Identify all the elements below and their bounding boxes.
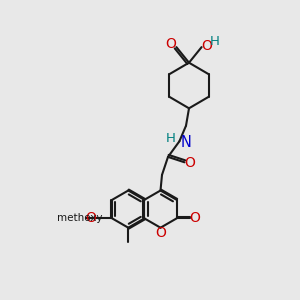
Text: methoxy: methoxy — [57, 213, 103, 223]
Text: O: O — [85, 211, 96, 225]
Text: O: O — [156, 226, 167, 240]
Text: H: H — [166, 132, 175, 146]
Text: N: N — [181, 135, 192, 150]
Text: O: O — [201, 39, 212, 52]
Text: H: H — [209, 34, 219, 48]
Text: O: O — [166, 37, 176, 50]
Text: O: O — [190, 212, 200, 225]
Text: O: O — [184, 156, 195, 170]
